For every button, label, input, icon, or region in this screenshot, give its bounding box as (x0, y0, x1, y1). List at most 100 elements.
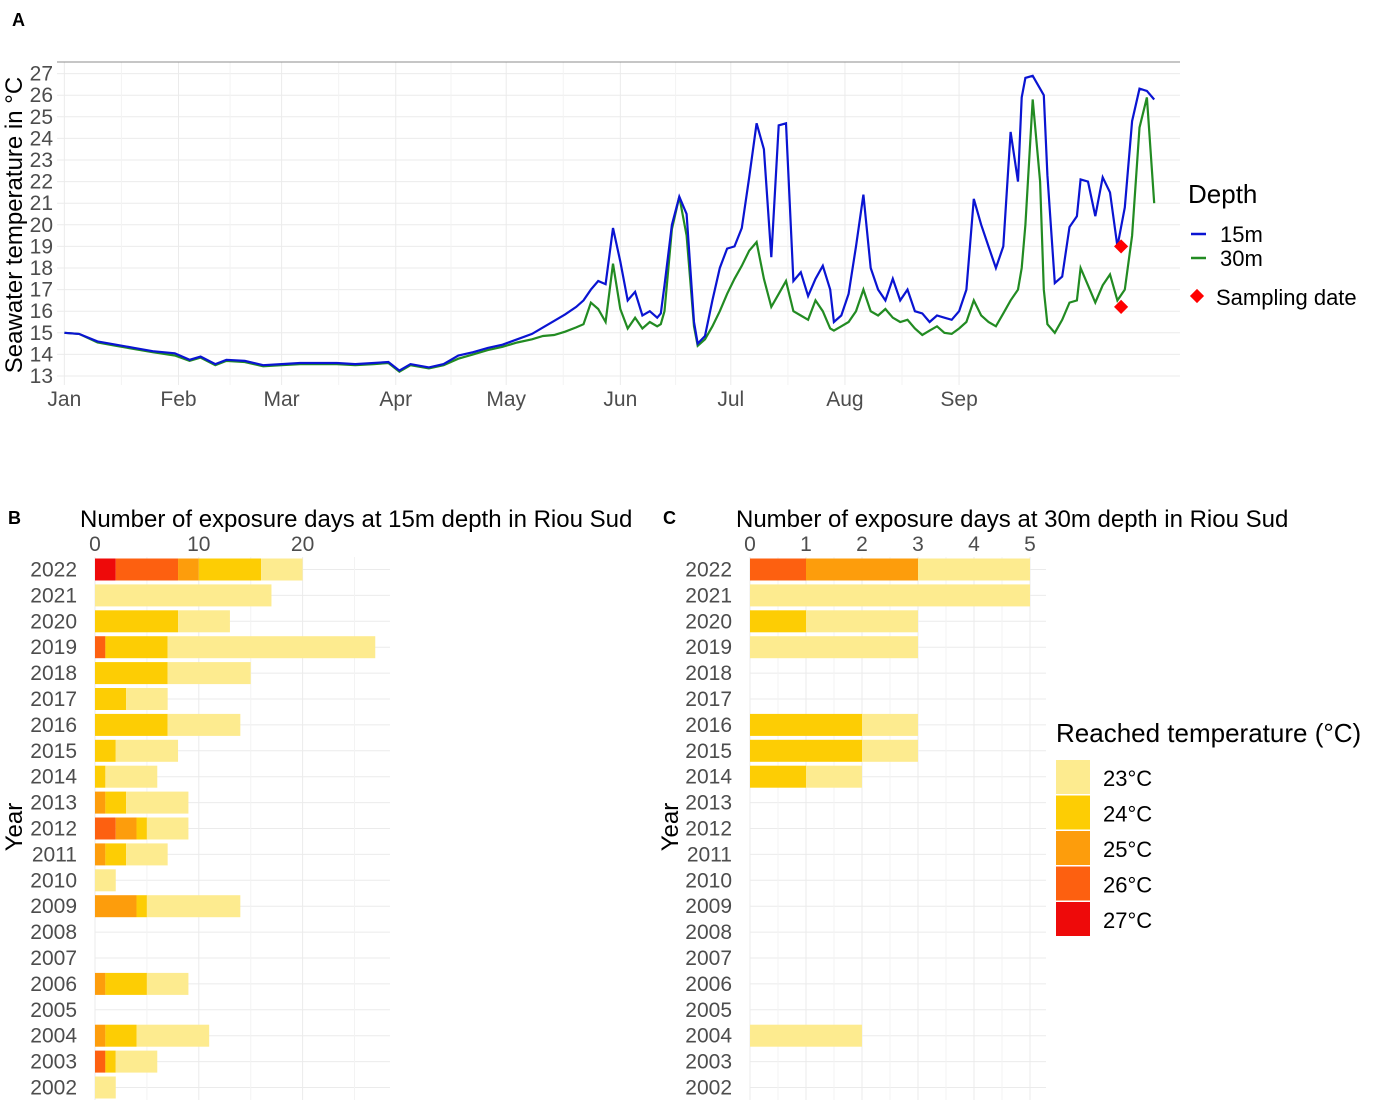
bar-chart-30m-x-ticks: 0 1 2 3 4 5 (744, 533, 1036, 556)
temperature-legend-label: 25°C (1103, 837, 1152, 862)
bar-15m-bar-segment (95, 636, 106, 659)
bar-30m-x-tick-label: 2 (856, 533, 868, 556)
bar-15m-year-label: 2022 (30, 559, 77, 582)
bar-15m-bar-segment (146, 817, 189, 840)
y-tick-label: 16 (30, 300, 53, 323)
bar-15m-bar-segment (105, 972, 147, 995)
bar-30m-bar-segment (750, 713, 862, 736)
bar-30m-year-label: 2022 (685, 559, 732, 582)
bar-15m-bar-segment (126, 688, 168, 710)
bar-15m-year-label: 2015 (30, 740, 77, 763)
bar-15m-year-label: 2006 (30, 973, 77, 996)
bar-30m-bar-segment (750, 1024, 862, 1047)
bar-15m-bar-segment (198, 558, 262, 581)
bar-15m-bar-segment (105, 1050, 116, 1073)
bar-15m-bar-segment (115, 558, 179, 581)
bar-15m-bar-segment (95, 713, 168, 736)
bar-15m-bar-segment (115, 817, 137, 840)
bar-15m-bar-segment (105, 636, 168, 659)
bar-30m-bar-segment (750, 558, 806, 581)
bar-30m-x-tick-label: 1 (800, 533, 812, 556)
bar-15m-year-label: 2005 (30, 999, 77, 1022)
legend-label-30m: 30m (1220, 246, 1263, 271)
panel-label-a: A (12, 10, 25, 30)
depth-legend: Depth 15m 30m Sampling date (1188, 179, 1357, 310)
x-tick-label: Jul (717, 388, 744, 411)
bar-30m-year-label: 2015 (685, 740, 732, 763)
bar-15m-bar-segment (126, 791, 189, 814)
x-tick-label: Mar (264, 388, 300, 411)
bar-15m-x-tick-label: 0 (89, 533, 101, 556)
bar-15m-year-label: 2014 (30, 766, 77, 789)
bar-30m-bar-segment (918, 558, 1030, 581)
bar-30m-year-label: 2017 (685, 688, 732, 711)
temperature-legend-label: 27°C (1103, 908, 1152, 933)
bar-30m-x-tick-label: 4 (968, 533, 980, 556)
panel-label-c: C (663, 508, 676, 528)
bar-15m-x-tick-label: 10 (187, 533, 210, 556)
bar-30m-bar-segment (862, 739, 918, 762)
temperature-legend-label: 23°C (1103, 766, 1152, 791)
bar-15m-bar-segment (95, 558, 116, 581)
y-tick-label: 22 (30, 171, 53, 194)
bar-chart-15m-x-ticks: 0 10 20 (89, 533, 314, 556)
bar-15m-bar-segment (105, 1024, 137, 1047)
legend-label-sampling-date: Sampling date (1216, 285, 1357, 310)
bar-15m-bar-segment (95, 610, 179, 633)
bar-30m-year-label: 2013 (685, 792, 732, 815)
bar-30m-x-tick-label: 5 (1024, 533, 1036, 556)
bar-15m-year-label: 2012 (30, 818, 77, 841)
bar-15m-bar-segment (178, 558, 199, 581)
y-tick-label: 17 (30, 279, 53, 302)
bar-chart-15m-y-axis-title: Year (1, 803, 28, 852)
bar-30m-x-tick-label: 0 (744, 533, 756, 556)
bar-15m-bar-segment (95, 817, 116, 840)
bar-15m-bar-segment (178, 610, 230, 633)
y-tick-label: 18 (30, 257, 53, 280)
bar-15m-bar-segment (146, 972, 189, 995)
depth-legend-title: Depth (1188, 179, 1257, 209)
bar-15m-bar-segment (95, 739, 116, 762)
bar-30m-bar-segment (750, 636, 918, 659)
bar-15m-bar-segment (136, 1024, 210, 1047)
bar-chart-30m-bars (750, 558, 1030, 1047)
y-tick-label: 27 (30, 63, 53, 86)
bar-30m-year-label: 2016 (685, 714, 732, 737)
bar-15m-bar-segment (136, 817, 147, 840)
sampling-points (1114, 239, 1129, 314)
bar-chart-15m-title: Number of exposure days at 15m depth in … (80, 506, 632, 533)
y-tick-label: 24 (30, 127, 54, 150)
bar-15m-bar-segment (167, 636, 376, 659)
bar-15m-bar-segment (95, 843, 106, 866)
panel-label-b: B (8, 508, 21, 528)
bar-30m-bar-segment (750, 739, 862, 762)
x-tick-label: Sep (940, 388, 977, 411)
y-tick-label: 25 (30, 106, 53, 129)
bar-30m-year-label: 2019 (685, 636, 732, 659)
line-chart-x-ticks: Jan Feb Mar Apr May Jun Jul Aug Sep (47, 388, 977, 411)
bar-30m-year-label: 2009 (685, 895, 732, 918)
bar-15m-bar-segment (261, 558, 303, 581)
temperature-legend-key (1056, 831, 1090, 865)
x-tick-label: Jan (47, 388, 81, 411)
bar-30m-bar-segment (806, 610, 918, 633)
bar-30m-year-label: 2007 (685, 947, 732, 970)
bar-chart-15m-bars (95, 558, 376, 1099)
bar-30m-x-tick-label: 3 (912, 533, 924, 556)
bar-15m-bar-segment (105, 791, 127, 814)
bar-30m-year-label: 2010 (685, 869, 732, 892)
bar-15m-year-label: 2008 (30, 921, 77, 944)
x-tick-label: Jun (603, 388, 637, 411)
bar-30m-year-label: 2021 (685, 584, 732, 607)
temperature-legend: Reached temperature (°C) 23°C 24°C 25°C 26°… (1056, 718, 1361, 936)
y-tick-label: 15 (30, 322, 53, 345)
bar-15m-bar-segment (126, 843, 168, 866)
bar-15m-year-label: 2004 (30, 1025, 77, 1048)
sampling-point-30m (1114, 299, 1129, 314)
line-chart-y-axis-title: Seawater temperature in °C (1, 77, 28, 373)
x-tick-label: Feb (160, 388, 196, 411)
y-tick-label: 14 (30, 343, 54, 366)
